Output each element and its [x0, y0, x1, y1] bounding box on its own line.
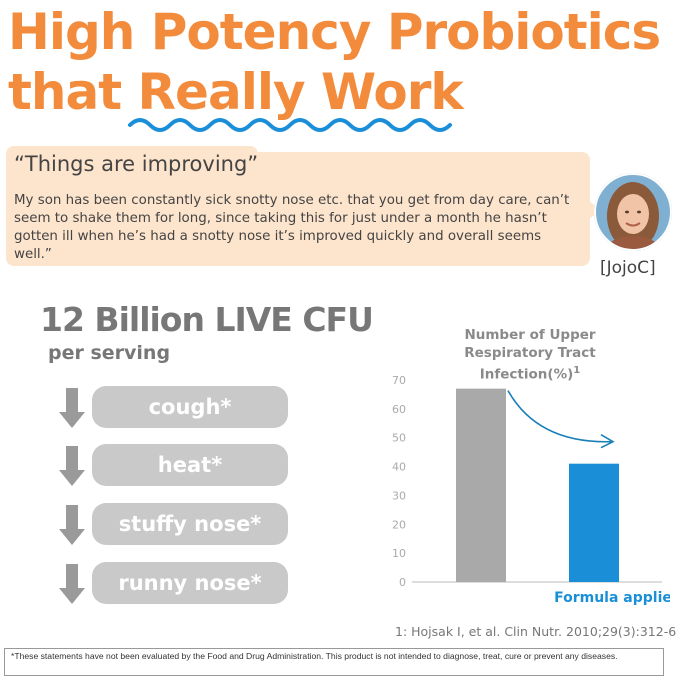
per-serving-label: per serving: [48, 342, 171, 364]
wave-decoration: [128, 118, 452, 132]
symptom-row: runny nose*: [58, 562, 292, 606]
chart-title-line-2: Respiratory Tract Infection(%): [464, 345, 596, 383]
chart-title-footnote: 1: [573, 365, 581, 376]
decrease-arrow: [507, 390, 612, 443]
down-arrow-icon: [59, 388, 85, 428]
y-tick-label: 20: [392, 518, 406, 531]
symptom-pill-runny-nose: runny nose*: [92, 562, 288, 604]
testimonial-headline-box: [6, 146, 258, 186]
testimonial-headline: “Things are improving”: [14, 152, 259, 176]
down-arrow-icon: [59, 564, 85, 604]
y-tick-label: 60: [392, 403, 406, 416]
page-title: High Potency Probiotics that Really Work: [8, 2, 661, 122]
fda-disclaimer: *These statements have not been evaluate…: [4, 648, 664, 676]
citation: 1: Hojsak I, et al. Clin Nutr. 2010;29(3…: [395, 624, 677, 639]
symptom-row: stuffy nose*: [58, 503, 292, 547]
symptom-pill-cough: cough*: [92, 386, 288, 428]
down-arrow-icon: [59, 446, 85, 486]
y-tick-label: 0: [399, 576, 406, 589]
category-label: Formula applied: [554, 590, 670, 606]
y-tick-label: 40: [392, 461, 406, 474]
title-line-1: High Potency Probiotics: [8, 3, 661, 61]
y-tick-label: 70: [392, 374, 406, 387]
symptom-row: heat*: [58, 444, 292, 488]
y-tick-label: 30: [392, 489, 406, 502]
y-tick-label: 50: [392, 432, 406, 445]
symptom-pill-heat: heat*: [92, 444, 288, 486]
cfu-headline: 12 Billion LIVE CFU: [40, 300, 374, 339]
reviewer-avatar: [594, 173, 672, 251]
chart-title-line-1: Number of Upper: [464, 327, 596, 343]
bar: [569, 463, 619, 582]
title-line-2: that Really Work: [8, 63, 464, 121]
testimonial-body: My son has been constantly sick snotty n…: [14, 193, 570, 262]
y-tick-label: 10: [392, 547, 406, 560]
symptom-row: cough*: [58, 386, 292, 430]
reviewer-name: [JojoC]: [600, 258, 656, 278]
symptom-pill-stuffy-nose: stuffy nose*: [92, 503, 288, 545]
chart-title: Number of Upper Respiratory Tract Infect…: [430, 326, 630, 384]
infection-bar-chart: 0 10 20 30 40 50 60 70 Formula applied: [392, 374, 670, 606]
decrease-arrow-head-icon: [600, 433, 615, 449]
bar: [456, 388, 506, 582]
down-arrow-icon: [59, 505, 85, 545]
